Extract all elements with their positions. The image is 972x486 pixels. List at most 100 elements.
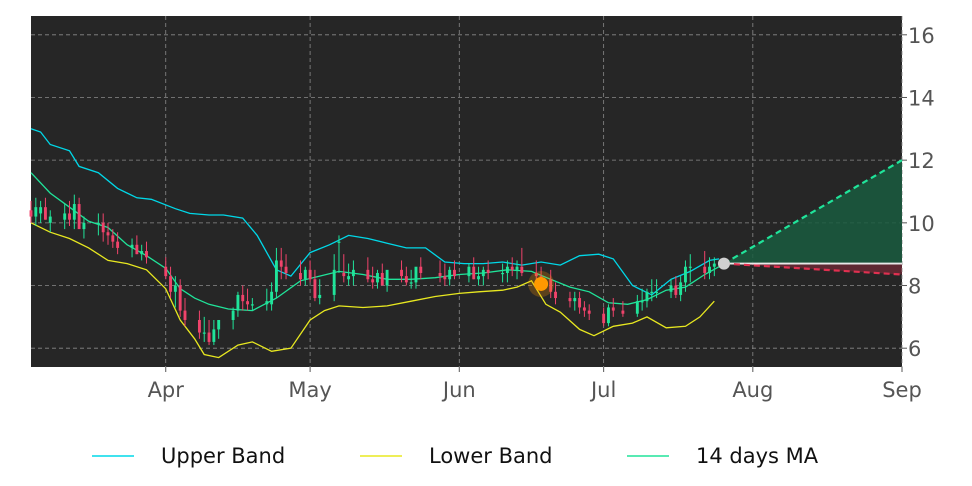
- candle: [106, 222, 110, 245]
- x-tick-label: May: [288, 378, 331, 402]
- candle-body: [607, 307, 610, 324]
- candle-body: [82, 222, 86, 230]
- candle: [582, 301, 586, 317]
- candle: [96, 213, 100, 236]
- candle: [135, 235, 139, 255]
- candle-body: [515, 266, 519, 270]
- bands-layer: [30, 128, 720, 359]
- candle: [101, 213, 105, 242]
- candle: [246, 288, 249, 311]
- candle: [164, 257, 168, 280]
- candle: [688, 254, 692, 283]
- candle-body: [135, 244, 139, 255]
- candle-body: [712, 263, 716, 267]
- candle-body: [414, 266, 418, 283]
- y-tick-label: 12: [908, 149, 935, 173]
- candle-body: [419, 266, 423, 273]
- candle-body: [48, 216, 52, 223]
- forecast-upper-line: [723, 159, 903, 265]
- x-tick-label: Jul: [589, 378, 616, 402]
- candle: [63, 204, 67, 230]
- candle: [607, 304, 610, 327]
- candle-body: [501, 272, 505, 275]
- candle-body: [674, 285, 678, 295]
- y-tick-label: 10: [908, 212, 935, 236]
- candle: [419, 257, 423, 280]
- candle-body: [380, 272, 384, 286]
- candle-body: [63, 213, 67, 220]
- candle: [265, 288, 269, 311]
- candle: [236, 291, 240, 317]
- candle: [130, 238, 134, 258]
- candle-body: [241, 294, 245, 302]
- candle: [621, 301, 625, 317]
- candle: [510, 257, 514, 277]
- candle-body: [130, 244, 134, 248]
- candle-body: [212, 329, 216, 342]
- candle-body: [688, 266, 692, 268]
- candle-body: [318, 294, 322, 299]
- candle: [453, 260, 456, 280]
- candle: [308, 260, 312, 283]
- grid-lines: [31, 16, 903, 367]
- candle-body: [635, 301, 639, 314]
- candle-body: [116, 241, 120, 248]
- candle: [347, 263, 351, 286]
- candle-body: [640, 301, 644, 303]
- candle: [703, 251, 707, 280]
- candle: [77, 197, 81, 230]
- candle-body: [140, 251, 144, 255]
- candle-body: [510, 266, 514, 270]
- candle: [337, 235, 341, 273]
- candle: [655, 279, 659, 299]
- candle-body: [404, 276, 408, 283]
- candle-body: [43, 207, 47, 220]
- candle: [217, 319, 221, 339]
- x-tick-label: Apr: [148, 378, 185, 402]
- candle: [409, 269, 413, 289]
- candle-body: [438, 272, 442, 277]
- candle: [34, 197, 38, 226]
- y-tick-label: 14: [908, 86, 935, 110]
- candle: [645, 288, 649, 308]
- candle: [712, 257, 716, 277]
- candle-body: [587, 310, 591, 314]
- candle-body: [250, 304, 254, 306]
- axes-layer: 6 8 10 12 14 16 Apr May Jun Jul Aug Sep: [148, 24, 935, 402]
- candle: [472, 257, 476, 280]
- candle-body: [217, 319, 221, 330]
- series-line-14-days-ma: [30, 172, 720, 312]
- candle-body: [308, 269, 312, 280]
- candle: [178, 279, 182, 317]
- candle-body: [303, 269, 307, 280]
- candle-body: [376, 272, 379, 283]
- candle: [241, 285, 245, 311]
- candle-body: [467, 266, 471, 277]
- candle: [197, 310, 201, 339]
- candle-body: [549, 279, 553, 292]
- candle-body: [578, 298, 582, 308]
- candle: [72, 194, 76, 230]
- candle: [505, 260, 509, 283]
- candle-body: [284, 266, 288, 273]
- candle-body: [477, 276, 480, 280]
- legend-label: Upper Band: [161, 444, 285, 468]
- candle: [679, 276, 683, 302]
- candle-body: [602, 313, 606, 324]
- candle: [554, 282, 557, 305]
- candle-body: [708, 266, 711, 273]
- candle: [169, 266, 172, 299]
- candle-body: [207, 332, 211, 342]
- candle: [207, 319, 211, 346]
- candle-body: [332, 269, 336, 295]
- candle: [342, 254, 346, 283]
- candle-body: [481, 269, 485, 277]
- candle: [366, 257, 370, 283]
- candle: [116, 232, 120, 255]
- candle-body: [453, 269, 456, 277]
- candle: [515, 260, 519, 280]
- legend-label: Lower Band: [429, 444, 553, 468]
- candle-body: [111, 235, 115, 242]
- candle-body: [347, 276, 351, 280]
- forecast-layer: [723, 159, 903, 276]
